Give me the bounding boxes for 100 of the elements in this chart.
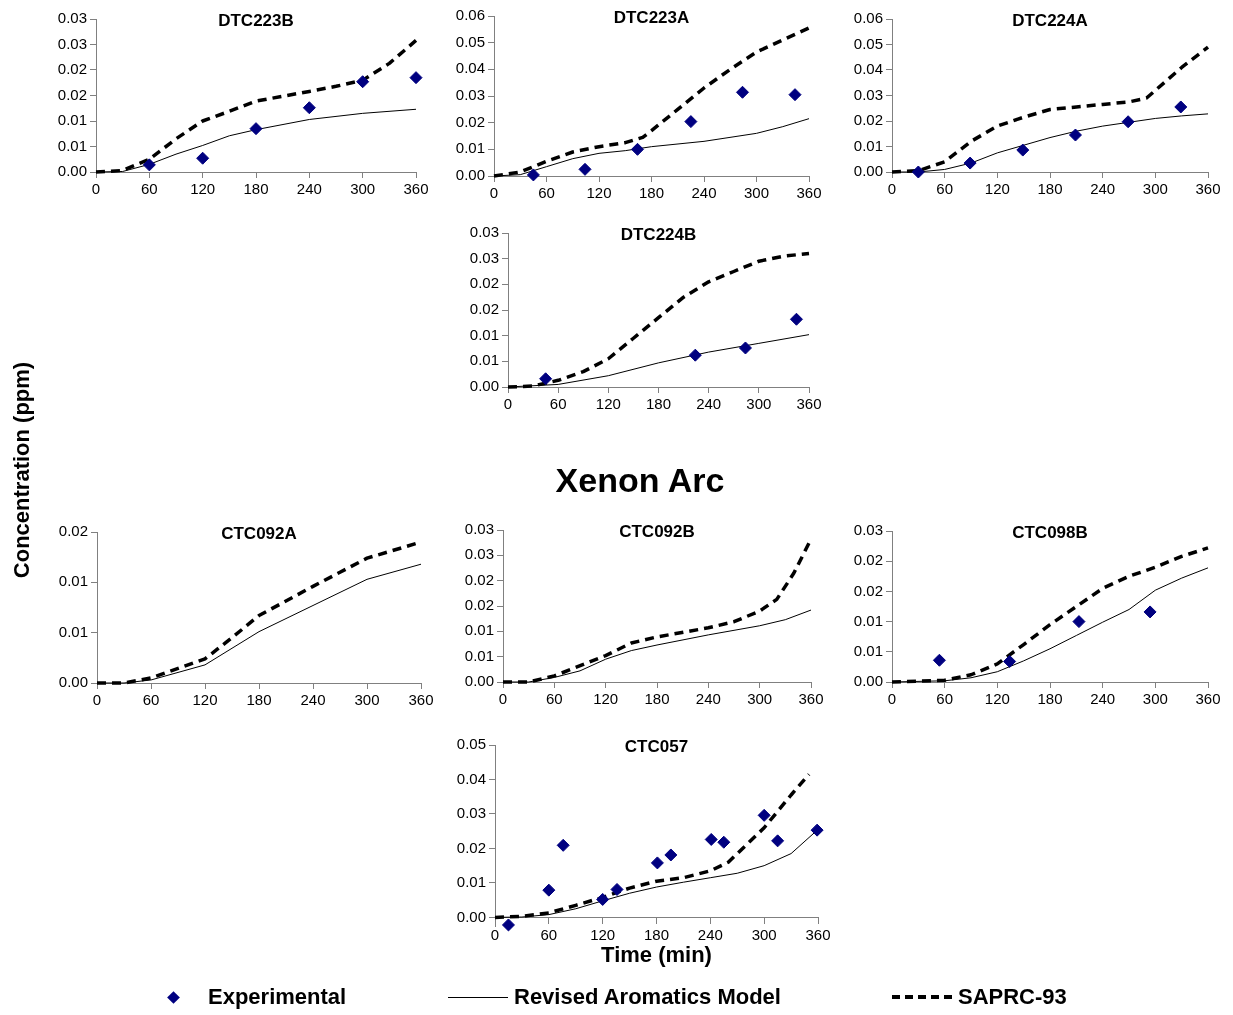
x-tick-label: 240 xyxy=(696,395,722,413)
x-tick-label: 60 xyxy=(545,690,563,708)
x-tick-label: 0 xyxy=(887,690,897,708)
point xyxy=(596,892,610,906)
point xyxy=(1016,143,1030,157)
y-tick-label: 0.02 xyxy=(469,300,499,318)
y-tick-label: 0.05 xyxy=(455,32,485,50)
point xyxy=(578,162,592,176)
x-tick-label: 360 xyxy=(796,395,822,413)
x-tick-label: 180 xyxy=(638,184,665,202)
point xyxy=(526,168,540,182)
x-tick-label: 60 xyxy=(538,184,555,202)
y-tick-label: 0.04 xyxy=(455,59,485,77)
y-tick-label: 0.00 xyxy=(469,377,499,395)
y-tick-label: 0.01 xyxy=(57,136,87,154)
x-tick-label: 0 xyxy=(91,180,101,198)
point xyxy=(789,312,803,326)
x-tick-label: 240 xyxy=(691,184,717,202)
legend-label: Revised Aromatics Model xyxy=(514,984,781,1010)
point xyxy=(1072,615,1086,629)
y-tick-label: 0.02 xyxy=(57,85,87,103)
chart-title: CTC092A xyxy=(221,524,297,544)
point xyxy=(688,348,702,362)
point xyxy=(810,823,824,837)
x-tick-label: 120 xyxy=(984,690,1010,708)
point xyxy=(932,653,946,667)
x-tick-label: 240 xyxy=(1090,690,1116,708)
y-tick-label: 0.00 xyxy=(58,673,88,691)
y-tick-label: 0.03 xyxy=(853,85,883,103)
x-tick-label: 300 xyxy=(747,690,773,708)
y-tick-label: 0.02 xyxy=(853,581,883,599)
point xyxy=(788,88,802,102)
x-tick-label: 300 xyxy=(751,925,777,943)
x-tick-label: 300 xyxy=(354,691,380,709)
y-tick-label: 0.04 xyxy=(456,769,486,787)
y-tick-label: 0.03 xyxy=(464,545,494,563)
x-tick-label: 180 xyxy=(644,690,670,708)
point xyxy=(911,165,925,179)
y-tick-label: 0.05 xyxy=(456,735,486,753)
y-tick-label: 0.03 xyxy=(469,223,499,241)
y-tick-label: 0.01 xyxy=(464,621,494,639)
y-tick-label: 0.06 xyxy=(853,9,883,27)
point xyxy=(539,372,553,386)
x-tick-label: 0 xyxy=(498,690,508,708)
point xyxy=(631,142,644,156)
y-tick-label: 0.02 xyxy=(469,274,499,292)
x-tick-label: 360 xyxy=(796,184,822,202)
x-tick-label: 240 xyxy=(695,690,721,708)
y-tick-label: 0.04 xyxy=(853,60,883,78)
x-tick-label: 60 xyxy=(540,925,558,943)
x-tick-label: 180 xyxy=(1037,180,1063,198)
chart-title: DTC224B xyxy=(620,225,697,245)
x-tick-label: 120 xyxy=(190,180,216,198)
y-tick-label: 0.01 xyxy=(469,351,499,369)
point xyxy=(736,85,749,99)
point xyxy=(1143,605,1157,619)
y-tick-label: 0.02 xyxy=(853,551,883,569)
x-tick-label: 300 xyxy=(1142,180,1168,198)
y-tick-label: 0.03 xyxy=(57,9,87,27)
x-tick-label: 60 xyxy=(140,180,158,198)
point xyxy=(356,75,370,89)
chart-title: DTC223B xyxy=(218,11,294,31)
chart-title: CTC057 xyxy=(624,737,689,757)
x-tick-label: 0 xyxy=(489,184,499,202)
point xyxy=(1003,654,1017,668)
point xyxy=(704,832,718,846)
x-tick-label: 0 xyxy=(887,180,897,198)
point xyxy=(963,156,977,170)
y-tick-label: 0.01 xyxy=(57,111,87,129)
point xyxy=(650,856,664,870)
y-tick-label: 0.03 xyxy=(456,804,486,822)
x-tick-label: 300 xyxy=(1142,690,1168,708)
point xyxy=(249,122,263,136)
x-tick-label: 240 xyxy=(296,180,322,198)
x-tick-label: 0 xyxy=(503,395,513,413)
x-tick-label: 180 xyxy=(246,691,272,709)
legend-label: SAPRC-93 xyxy=(958,984,1067,1010)
y-tick-label: 0.01 xyxy=(455,139,485,157)
x-tick-label: 240 xyxy=(697,925,723,943)
chart-title: CTC098B xyxy=(1012,523,1088,543)
y-tick-label: 0.03 xyxy=(469,248,499,266)
x-tick-label: 300 xyxy=(746,395,772,413)
y-tick-label: 0.02 xyxy=(464,570,494,588)
x-tick-label: 120 xyxy=(984,180,1010,198)
point xyxy=(409,71,423,85)
x-tick-label: 120 xyxy=(590,925,616,943)
x-tick-label: 120 xyxy=(192,691,218,709)
point xyxy=(1174,100,1188,114)
y-tick-label: 0.02 xyxy=(456,838,486,856)
point xyxy=(542,883,556,897)
y-axis-title: Concentration (ppm) xyxy=(9,361,35,579)
y-tick-label: 0.05 xyxy=(853,34,883,52)
x-tick-label: 60 xyxy=(936,180,954,198)
y-tick-label: 0.01 xyxy=(853,136,883,154)
x-tick-label: 120 xyxy=(586,184,612,202)
point xyxy=(664,848,678,862)
legend-label: Experimental xyxy=(208,984,347,1010)
x-tick-label: 360 xyxy=(408,691,434,709)
y-tick-label: 0.02 xyxy=(853,111,883,129)
y-tick-label: 0.00 xyxy=(456,907,486,925)
